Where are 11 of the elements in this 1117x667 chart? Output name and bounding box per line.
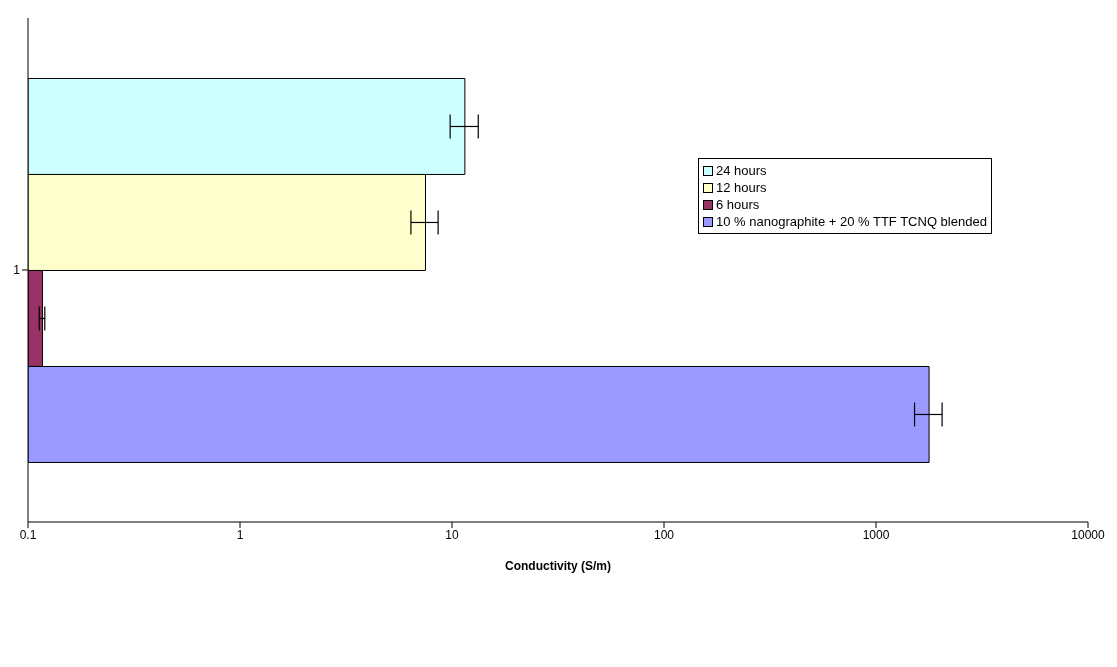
x-tick-label: 10 [445,527,459,542]
x-tick-label: 1 [236,527,244,542]
x-axis-title: Conductivity (S/m) [504,559,612,573]
x-tick-label: 100 [653,527,675,542]
x-tick-label: 0.1 [19,527,37,542]
legend-label: 12 hours [716,180,767,195]
x-tick-label: 10000 [1071,527,1106,542]
legend-label: 6 hours [716,197,760,212]
x-tick-label: 1000 [862,527,890,542]
legend-label: 24 hours [716,163,767,178]
legend-label: 10 % nanographite + 20 % TTF TCNQ blended [716,214,987,229]
